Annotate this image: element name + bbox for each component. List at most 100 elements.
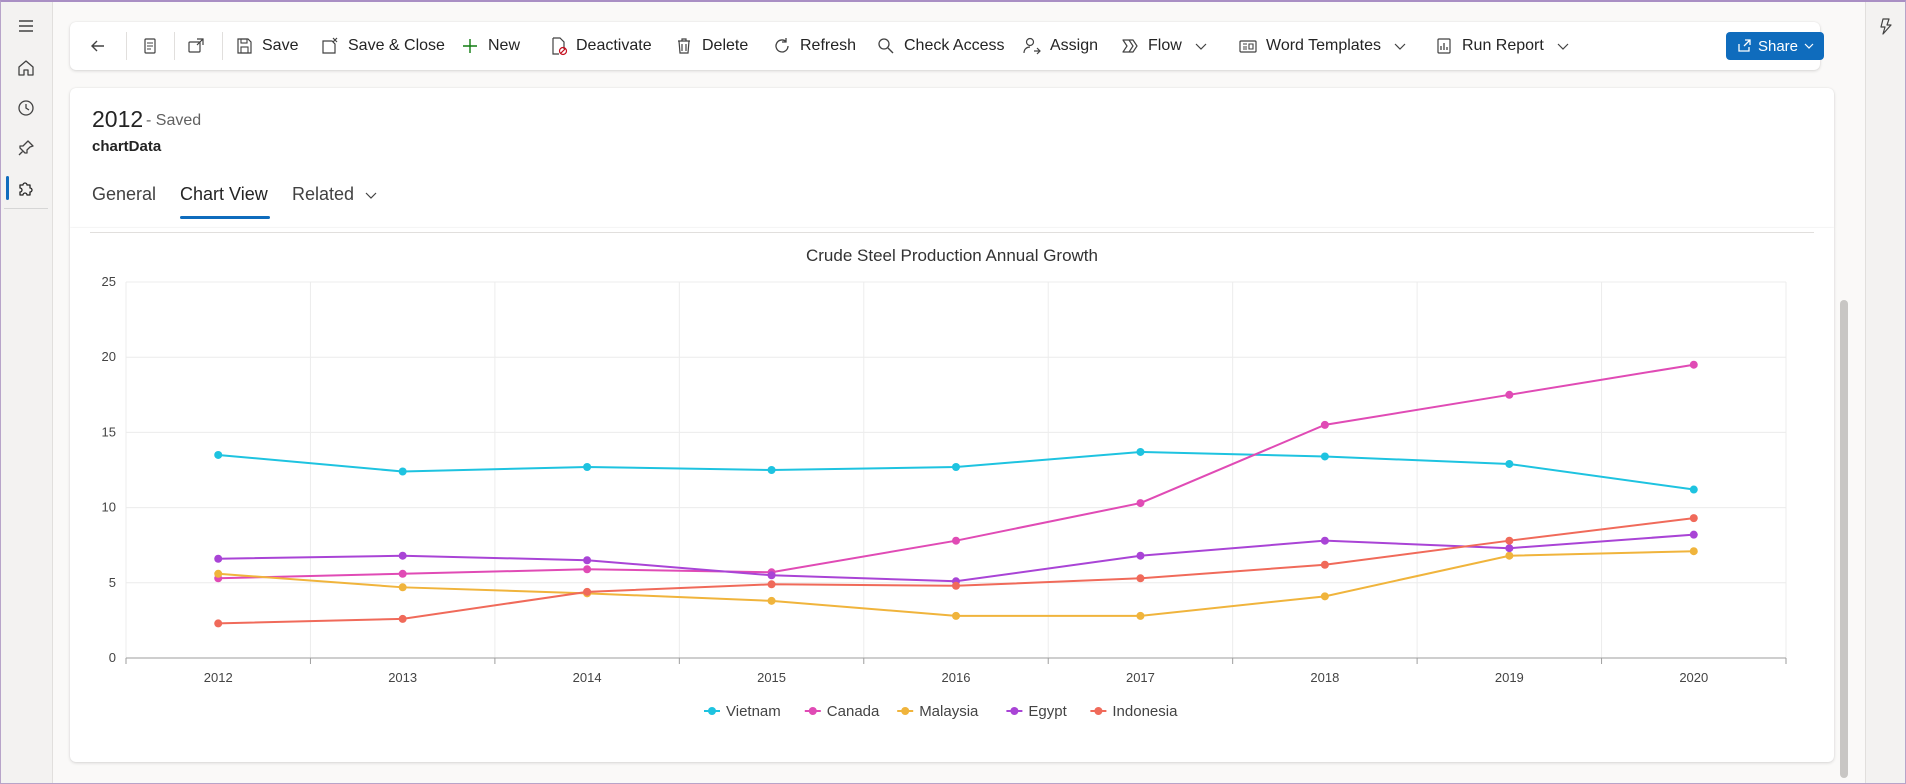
area-button[interactable] [8, 172, 44, 204]
data-point[interactable] [398, 614, 407, 623]
data-point[interactable] [1505, 544, 1514, 553]
assign-person-icon [1023, 37, 1041, 55]
x-tick-label: 2015 [757, 670, 786, 685]
save-and-close-label: Save & Close [348, 37, 445, 54]
run-report-button[interactable]: Run Report [1434, 22, 1570, 70]
refresh-label: Refresh [800, 37, 857, 54]
data-point[interactable] [583, 556, 592, 565]
data-point[interactable] [1320, 420, 1329, 429]
data-point[interactable] [1320, 536, 1329, 545]
data-point[interactable] [583, 565, 592, 574]
word-templates-button[interactable]: Word Templates [1238, 22, 1407, 70]
home-button[interactable] [8, 52, 44, 84]
legend-item-malaysia[interactable]: Malaysia [897, 703, 979, 720]
data-point[interactable] [398, 569, 407, 578]
data-point[interactable] [1136, 447, 1145, 456]
data-point[interactable] [1136, 551, 1145, 560]
data-point[interactable] [1136, 611, 1145, 620]
right-rail [1865, 0, 1906, 784]
trash-icon [678, 38, 690, 54]
data-point[interactable] [1136, 499, 1145, 508]
tab-related[interactable]: Related [292, 184, 378, 205]
data-point[interactable] [952, 462, 960, 471]
data-point[interactable] [767, 580, 776, 589]
separator [126, 32, 127, 60]
x-tick-label: 2012 [204, 670, 233, 685]
form-view-button[interactable] [140, 22, 168, 70]
y-tick-label: 15 [102, 424, 116, 439]
data-point[interactable] [1505, 551, 1514, 560]
separator [222, 32, 223, 60]
data-point[interactable] [1505, 459, 1514, 468]
data-point[interactable] [1320, 452, 1329, 461]
back-arrow-icon [91, 40, 104, 52]
vertical-scrollbar[interactable] [1840, 300, 1848, 778]
series-egypt [214, 530, 1698, 586]
new-label: New [488, 37, 521, 54]
check-access-button[interactable]: Check Access [876, 22, 1004, 70]
x-tick-label: 2017 [1126, 670, 1155, 685]
data-point[interactable] [214, 569, 223, 578]
y-tick-label: 0 [109, 650, 116, 665]
data-point[interactable] [952, 536, 960, 545]
x-tick-label: 2013 [388, 670, 417, 685]
data-point[interactable] [214, 450, 223, 459]
copilot-icon[interactable] [1876, 16, 1896, 36]
data-point[interactable] [398, 467, 407, 476]
data-point[interactable] [1136, 574, 1145, 583]
data-point[interactable] [767, 596, 776, 605]
record-header: 2012 - Saved chartData General Chart Vie… [70, 88, 1834, 228]
deactivate-label: Deactivate [576, 37, 652, 54]
save-close-icon [322, 37, 338, 54]
legend-item-canada[interactable]: Canada [804, 703, 880, 720]
open-new-window-button[interactable] [186, 22, 214, 70]
clock-icon [18, 100, 34, 116]
new-button[interactable]: New [460, 22, 520, 70]
assign-button[interactable]: Assign [1022, 22, 1098, 70]
data-point[interactable] [952, 581, 960, 590]
chevron-down-icon [1557, 43, 1569, 50]
save-button[interactable]: Save [234, 22, 298, 70]
legend-item-indonesia[interactable]: Indonesia [1090, 703, 1178, 720]
data-point[interactable] [1689, 485, 1698, 494]
save-and-close-button[interactable]: Save & Close [320, 22, 445, 70]
data-point[interactable] [583, 462, 592, 471]
deactivate-button[interactable]: Deactivate [548, 22, 652, 70]
data-point[interactable] [214, 619, 223, 628]
chart-legend: Vietnam Canada Malaysia Egypt Indonesia [704, 703, 1178, 720]
pinned-button[interactable] [8, 132, 44, 164]
share-label: Share [1757, 37, 1799, 55]
data-point[interactable] [1689, 360, 1698, 369]
data-point[interactable] [214, 554, 223, 563]
data-point[interactable] [1505, 536, 1514, 545]
data-point[interactable] [398, 583, 407, 592]
hamburger-menu-button[interactable] [8, 10, 44, 42]
data-point[interactable] [583, 587, 592, 596]
hamburger-icon [19, 20, 33, 32]
data-point[interactable] [767, 466, 776, 474]
data-point[interactable] [1689, 530, 1698, 539]
delete-button[interactable]: Delete [674, 22, 748, 70]
data-point[interactable] [398, 551, 407, 560]
data-point[interactable] [1320, 592, 1329, 601]
data-point[interactable] [767, 571, 776, 580]
command-bar: Save Save & Close New Deactivate Delete … [70, 22, 1824, 70]
flow-button[interactable]: Flow [1120, 22, 1208, 70]
data-point[interactable] [1320, 560, 1329, 569]
back-button[interactable] [88, 22, 116, 70]
tab-related-label: Related [292, 184, 355, 204]
recent-button[interactable] [8, 92, 44, 124]
tab-general[interactable]: General [92, 184, 156, 205]
plus-icon [463, 39, 477, 53]
tab-chart-view[interactable]: Chart View [180, 184, 268, 205]
share-button[interactable]: Share [1726, 32, 1824, 60]
data-point[interactable] [1505, 390, 1514, 399]
report-icon [1437, 38, 1451, 54]
data-point[interactable] [1689, 547, 1698, 556]
legend-item-vietnam[interactable]: Vietnam [704, 703, 781, 720]
legend-item-egypt[interactable]: Egypt [1006, 703, 1068, 720]
refresh-button[interactable]: Refresh [772, 22, 856, 70]
save-icon [237, 38, 252, 54]
data-point[interactable] [952, 611, 960, 620]
data-point[interactable] [1689, 514, 1698, 523]
